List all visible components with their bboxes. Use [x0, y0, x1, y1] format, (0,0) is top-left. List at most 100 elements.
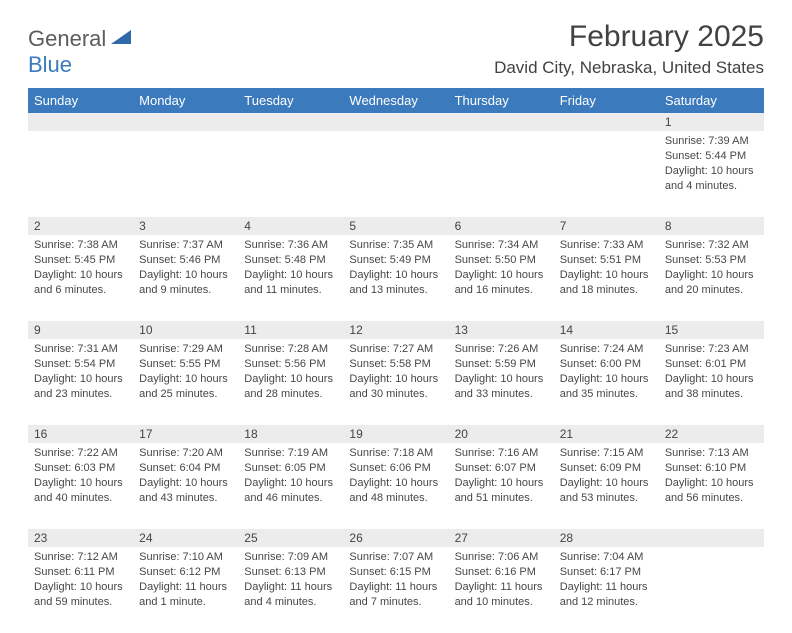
day-details: Sunrise: 7:31 AMSunset: 5:54 PMDaylight:…	[28, 339, 133, 407]
daylight-text: Daylight: 10 hours and 13 minutes.	[349, 268, 442, 298]
day-details-cell: Sunrise: 7:19 AMSunset: 6:05 PMDaylight:…	[238, 443, 343, 529]
day-details-cell: Sunrise: 7:22 AMSunset: 6:03 PMDaylight:…	[28, 443, 133, 529]
sunrise-text: Sunrise: 7:10 AM	[139, 550, 232, 565]
sunrise-text: Sunrise: 7:36 AM	[244, 238, 337, 253]
weekday-header: Thursday	[449, 88, 554, 113]
sunrise-text: Sunrise: 7:38 AM	[34, 238, 127, 253]
location-text: David City, Nebraska, United States	[494, 58, 764, 78]
logo-triangle-icon	[111, 31, 131, 48]
daylight-text: Daylight: 10 hours and 51 minutes.	[455, 476, 548, 506]
day-details: Sunrise: 7:28 AMSunset: 5:56 PMDaylight:…	[238, 339, 343, 407]
sunset-text: Sunset: 6:11 PM	[34, 565, 127, 580]
day-number-cell	[659, 529, 764, 547]
daylight-text: Daylight: 10 hours and 6 minutes.	[34, 268, 127, 298]
day-number-row: 2345678	[28, 217, 764, 235]
day-details-row: Sunrise: 7:22 AMSunset: 6:03 PMDaylight:…	[28, 443, 764, 529]
sunrise-text: Sunrise: 7:35 AM	[349, 238, 442, 253]
sunset-text: Sunset: 6:09 PM	[560, 461, 653, 476]
day-details-cell: Sunrise: 7:09 AMSunset: 6:13 PMDaylight:…	[238, 547, 343, 633]
day-details: Sunrise: 7:27 AMSunset: 5:58 PMDaylight:…	[343, 339, 448, 407]
sunrise-text: Sunrise: 7:29 AM	[139, 342, 232, 357]
day-number-cell: 19	[343, 425, 448, 443]
sunset-text: Sunset: 5:45 PM	[34, 253, 127, 268]
day-details-cell: Sunrise: 7:15 AMSunset: 6:09 PMDaylight:…	[554, 443, 659, 529]
day-number-row: 16171819202122	[28, 425, 764, 443]
sunrise-text: Sunrise: 7:31 AM	[34, 342, 127, 357]
day-details-cell: Sunrise: 7:18 AMSunset: 6:06 PMDaylight:…	[343, 443, 448, 529]
sunrise-text: Sunrise: 7:13 AM	[665, 446, 758, 461]
sunrise-text: Sunrise: 7:12 AM	[34, 550, 127, 565]
sunset-text: Sunset: 6:01 PM	[665, 357, 758, 372]
day-number-cell: 7	[554, 217, 659, 235]
sunset-text: Sunset: 5:53 PM	[665, 253, 758, 268]
day-details: Sunrise: 7:23 AMSunset: 6:01 PMDaylight:…	[659, 339, 764, 407]
day-number-cell	[133, 113, 238, 131]
day-number-cell: 26	[343, 529, 448, 547]
daylight-text: Daylight: 11 hours and 7 minutes.	[349, 580, 442, 610]
day-details: Sunrise: 7:32 AMSunset: 5:53 PMDaylight:…	[659, 235, 764, 303]
day-details-row: Sunrise: 7:12 AMSunset: 6:11 PM Daylight:…	[28, 547, 764, 633]
sunset-text: Sunset: 6:10 PM	[665, 461, 758, 476]
day-number-cell: 2	[28, 217, 133, 235]
day-details: Sunrise: 7:38 AMSunset: 5:45 PMDaylight:…	[28, 235, 133, 303]
day-details: Sunrise: 7:06 AMSunset: 6:16 PMDaylight:…	[449, 547, 554, 615]
day-number-cell: 11	[238, 321, 343, 339]
sunset-text: Sunset: 5:46 PM	[139, 253, 232, 268]
day-details-cell: Sunrise: 7:28 AMSunset: 5:56 PMDaylight:…	[238, 339, 343, 425]
day-details: Sunrise: 7:20 AMSunset: 6:04 PMDaylight:…	[133, 443, 238, 511]
day-details: Sunrise: 7:33 AMSunset: 5:51 PMDaylight:…	[554, 235, 659, 303]
sunset-text: Sunset: 6:05 PM	[244, 461, 337, 476]
day-number-cell: 17	[133, 425, 238, 443]
sunrise-text: Sunrise: 7:27 AM	[349, 342, 442, 357]
daylight-text: Daylight: 10 hours and 4 minutes.	[665, 164, 758, 194]
sunset-text: Sunset: 6:04 PM	[139, 461, 232, 476]
day-details-cell: Sunrise: 7:12 AMSunset: 6:11 PMDaylight:…	[28, 547, 133, 633]
sunset-text: Sunset: 5:58 PM	[349, 357, 442, 372]
day-details-cell: Sunrise: 7:36 AMSunset: 5:48 PMDaylight:…	[238, 235, 343, 321]
day-number-cell: 28	[554, 529, 659, 547]
day-details: Sunrise: 7:10 AMSunset: 6:12 PMDaylight:…	[133, 547, 238, 615]
daylight-text: Daylight: 10 hours and 48 minutes.	[349, 476, 442, 506]
day-number-cell: 21	[554, 425, 659, 443]
day-number-cell: 6	[449, 217, 554, 235]
day-details-cell: Sunrise: 7:06 AMSunset: 6:16 PMDaylight:…	[449, 547, 554, 633]
daylight-text: Daylight: 10 hours and 40 minutes.	[34, 476, 127, 506]
day-details-cell	[554, 131, 659, 217]
sunrise-text: Sunrise: 7:04 AM	[560, 550, 653, 565]
daylight-text: Daylight: 10 hours and 35 minutes.	[560, 372, 653, 402]
day-details: Sunrise: 7:09 AMSunset: 6:13 PMDaylight:…	[238, 547, 343, 615]
day-details-cell: Sunrise: 7:24 AMSunset: 6:00 PMDaylight:…	[554, 339, 659, 425]
empty-cell	[28, 131, 133, 137]
day-number-cell: 23	[28, 529, 133, 547]
empty-cell	[659, 547, 764, 553]
daylight-text: Daylight: 11 hours and 10 minutes.	[455, 580, 548, 610]
sunset-text: Sunset: 6:00 PM	[560, 357, 653, 372]
day-details-cell: Sunrise: 7:13 AMSunset: 6:10 PMDaylight:…	[659, 443, 764, 529]
day-details-row: Sunrise: 7:31 AMSunset: 5:54 PMDaylight:…	[28, 339, 764, 425]
weekday-header: Saturday	[659, 88, 764, 113]
day-number-row: 232425262728	[28, 529, 764, 547]
daylight-text: Daylight: 10 hours and 30 minutes.	[349, 372, 442, 402]
empty-cell	[449, 131, 554, 137]
day-details-cell: Sunrise: 7:04 AMSunset: 6:17 PMDaylight:…	[554, 547, 659, 633]
day-details-cell: Sunrise: 7:35 AMSunset: 5:49 PMDaylight:…	[343, 235, 448, 321]
calendar-body: 1Sunrise: 7:39 AMSunset: 5:44 PMDaylight…	[28, 113, 764, 633]
day-details-cell: Sunrise: 7:10 AMSunset: 6:12 PMDaylight:…	[133, 547, 238, 633]
day-details-cell: Sunrise: 7:38 AMSunset: 5:45 PMDaylight:…	[28, 235, 133, 321]
sunrise-text: Sunrise: 7:09 AM	[244, 550, 337, 565]
day-number-row: 1	[28, 113, 764, 131]
sunset-text: Sunset: 5:48 PM	[244, 253, 337, 268]
daylight-text: Daylight: 10 hours and 46 minutes.	[244, 476, 337, 506]
day-number-cell: 12	[343, 321, 448, 339]
title-block: February 2025 David City, Nebraska, Unit…	[494, 20, 764, 78]
daylight-text: Daylight: 10 hours and 33 minutes.	[455, 372, 548, 402]
day-number-cell	[449, 113, 554, 131]
day-details-cell	[238, 131, 343, 217]
day-number-cell	[343, 113, 448, 131]
day-details-cell: Sunrise: 7:32 AMSunset: 5:53 PMDaylight:…	[659, 235, 764, 321]
day-details: Sunrise: 7:07 AMSunset: 6:15 PMDaylight:…	[343, 547, 448, 615]
day-details: Sunrise: 7:35 AMSunset: 5:49 PMDaylight:…	[343, 235, 448, 303]
day-number-cell: 5	[343, 217, 448, 235]
daylight-text: Daylight: 10 hours and 38 minutes.	[665, 372, 758, 402]
sunrise-text: Sunrise: 7:39 AM	[665, 134, 758, 149]
